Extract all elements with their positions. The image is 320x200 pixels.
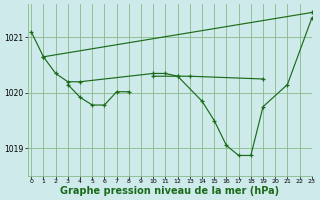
- X-axis label: Graphe pression niveau de la mer (hPa): Graphe pression niveau de la mer (hPa): [60, 186, 279, 196]
